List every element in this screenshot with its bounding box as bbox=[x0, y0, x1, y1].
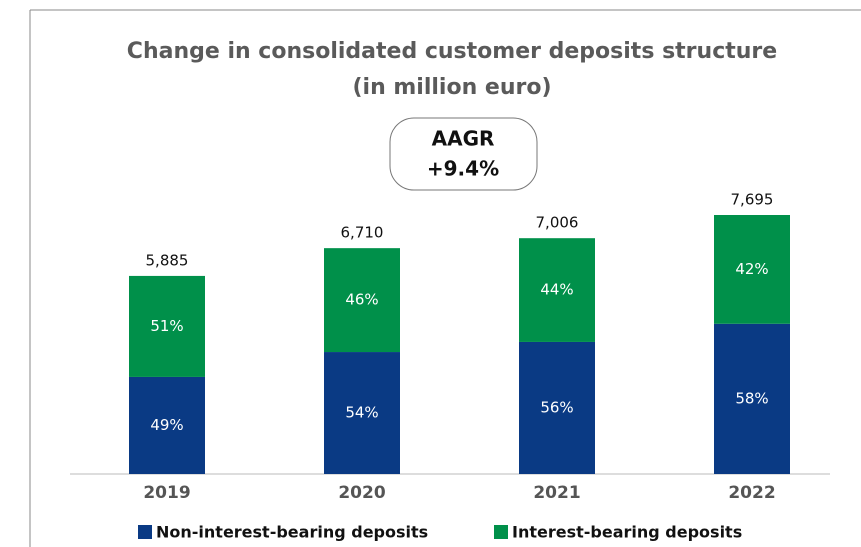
data-label: 49% bbox=[150, 416, 183, 434]
annotation: AAGR bbox=[432, 127, 495, 151]
total-label: 7,695 bbox=[731, 191, 774, 209]
chart-subtitle: (in million euro) bbox=[352, 75, 551, 100]
data-label: 46% bbox=[345, 291, 378, 309]
bar-segment bbox=[324, 248, 400, 353]
data-label: 54% bbox=[345, 404, 378, 422]
x-tick-label: 2019 bbox=[143, 483, 190, 503]
data-label: 44% bbox=[540, 281, 573, 299]
legend-label: Non-interest-bearing deposits bbox=[156, 523, 428, 542]
data-label: 58% bbox=[735, 389, 768, 407]
total-label: 7,006 bbox=[536, 214, 579, 232]
x-tick-label: 2020 bbox=[338, 483, 385, 503]
annotation-box bbox=[389, 117, 538, 191]
x-tick-label: 2021 bbox=[533, 483, 580, 503]
bar-segment bbox=[714, 215, 790, 324]
legend-label: Interest-bearing deposits bbox=[512, 523, 742, 542]
chart-title: Change in consolidated customer deposits… bbox=[127, 39, 777, 64]
annotation: +9.4% bbox=[427, 157, 499, 181]
data-label: 42% bbox=[735, 260, 768, 278]
bar-segment bbox=[519, 238, 595, 342]
bar-segment bbox=[129, 376, 205, 474]
total-label: 5,885 bbox=[146, 251, 189, 269]
total-label: 6,710 bbox=[341, 224, 384, 242]
x-tick-label: 2022 bbox=[728, 483, 775, 503]
data-label: 56% bbox=[540, 398, 573, 416]
bar-segment bbox=[714, 323, 790, 474]
bar-segment bbox=[129, 275, 205, 377]
bar-segment bbox=[324, 352, 400, 474]
legend-swatch bbox=[138, 525, 152, 539]
bar-segment bbox=[519, 341, 595, 474]
data-label: 51% bbox=[150, 317, 183, 335]
legend-swatch bbox=[494, 525, 508, 539]
